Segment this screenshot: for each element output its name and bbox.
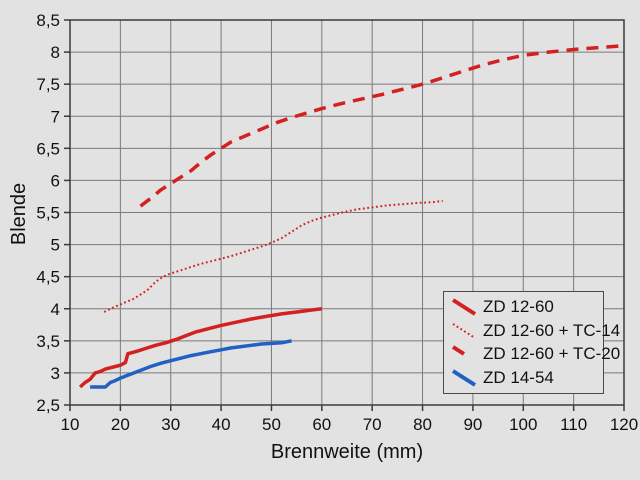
y-tick-label: 6 bbox=[51, 171, 60, 190]
x-tick-label: 120 bbox=[610, 415, 638, 434]
series-line-0 bbox=[78, 307, 323, 389]
y-tick-label: 2,5 bbox=[36, 396, 60, 415]
y-tick-label: 8 bbox=[51, 43, 60, 62]
y-tick-label: 5,5 bbox=[36, 204, 60, 223]
x-tick-label: 70 bbox=[363, 415, 382, 434]
y-tick-label: 7,5 bbox=[36, 75, 60, 94]
legend-label: ZD 12-60 + TC-14 bbox=[483, 320, 621, 340]
y-tick-label: 3 bbox=[51, 364, 60, 383]
x-tick-label: 90 bbox=[463, 415, 482, 434]
x-tick-label: 80 bbox=[413, 415, 432, 434]
legend-label: ZD 14-54 bbox=[483, 368, 554, 388]
y-tick-label: 8,5 bbox=[36, 11, 60, 30]
y-tick-label: 4,5 bbox=[36, 268, 60, 287]
x-axis-title: Brennweite (mm) bbox=[270, 441, 424, 463]
x-tick-label: 20 bbox=[111, 415, 130, 434]
legend-item-zd-14-54: ZD 14-54 bbox=[450, 366, 599, 390]
x-tick-label: 10 bbox=[61, 415, 80, 434]
legend-label: ZD 12-60 bbox=[483, 296, 554, 316]
legend-line-swatch-dotted-red bbox=[452, 322, 476, 339]
y-tick-label: 3,5 bbox=[36, 332, 60, 351]
legend-item-zd-12-60-tc14: ZD 12-60 + TC-14 bbox=[450, 319, 620, 343]
legend-line-swatch-solid-red bbox=[451, 298, 477, 316]
x-tick-label: 50 bbox=[262, 415, 281, 434]
x-tick-label: 40 bbox=[212, 415, 231, 434]
series-line-1 bbox=[103, 200, 443, 313]
x-tick-label: 100 bbox=[509, 415, 537, 434]
x-tick-label: 30 bbox=[161, 415, 180, 434]
legend-item-zd-12-60: ZD 12-60 bbox=[450, 295, 599, 319]
plot-frame bbox=[69, 19, 625, 406]
series-line-3 bbox=[90, 339, 292, 389]
y-axis-title: Blende bbox=[8, 182, 30, 246]
legend-line-swatch-solid-blue bbox=[451, 369, 477, 387]
legend-item-zd-12-60-tc20: ZD 12-60 + TC-20 bbox=[450, 343, 620, 367]
x-tick-label: 110 bbox=[560, 415, 587, 434]
legend-label: ZD 12-60 + TC-20 bbox=[483, 344, 621, 364]
series-line-2 bbox=[139, 43, 625, 208]
x-tick-label: 60 bbox=[312, 415, 331, 434]
chart-legend: ZD 12-60 ZD 12-60 + TC-14 ZD 12-60 + TC-… bbox=[443, 291, 620, 394]
y-tick-label: 4 bbox=[51, 300, 60, 319]
y-tick-label: 5 bbox=[51, 236, 60, 255]
legend-line-swatch-dashed-red bbox=[451, 345, 477, 364]
y-tick-label: 6,5 bbox=[36, 139, 60, 158]
y-tick-label: 7 bbox=[51, 107, 60, 126]
